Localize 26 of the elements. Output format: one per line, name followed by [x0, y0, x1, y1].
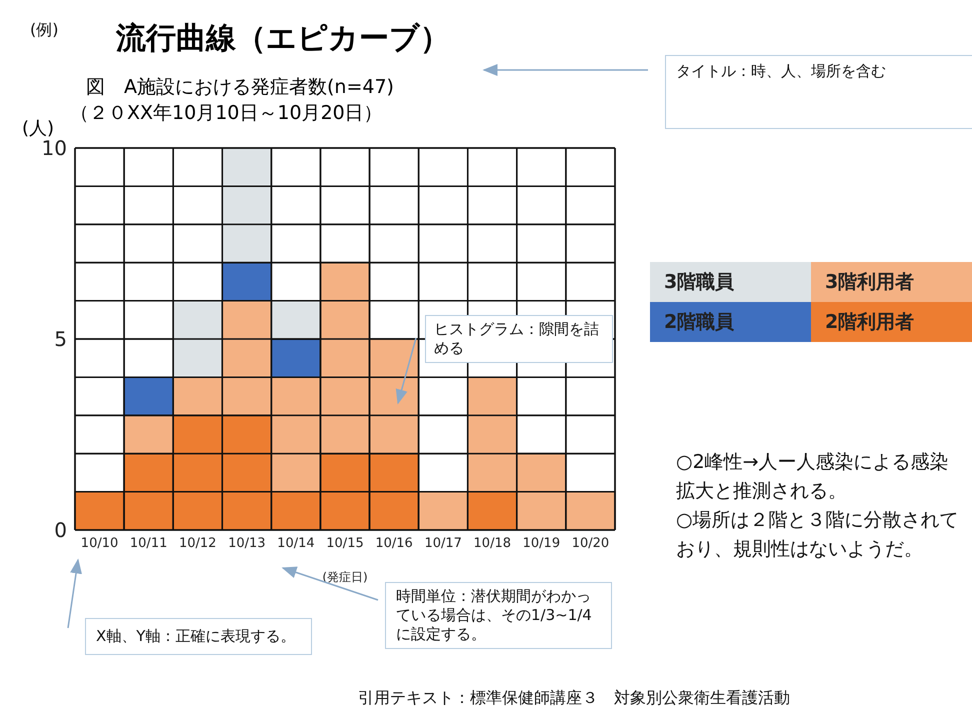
- x-tick-label: 10/14: [277, 536, 315, 552]
- x-tick-label: 10/16: [375, 536, 413, 552]
- x-tick-label: 10/19: [522, 536, 560, 552]
- x-tick-label: 10/13: [228, 536, 266, 552]
- text: 2階利用者: [811, 302, 972, 342]
- text: 3階職員: [650, 262, 811, 302]
- text: タイトル：時、人、場所を含む: [665, 55, 972, 129]
- text: 引用テキスト：標準保健師講座３ 対象別公衆衛生看護活動: [358, 688, 790, 709]
- annotation: ヒストグラム：隙間を詰める: [425, 315, 613, 363]
- text: X軸、Y軸：正確に表現する。: [85, 618, 312, 655]
- text: (例): [30, 20, 58, 41]
- text: 2階職員: [650, 302, 811, 342]
- x-tick-label: 10/12: [178, 536, 216, 552]
- y-tick-label: 0: [54, 518, 67, 542]
- x-tick-label: 10/17: [424, 536, 462, 552]
- x-tick-label: 10/11: [130, 536, 168, 552]
- x-tick-label: 10/10: [80, 536, 118, 552]
- text: 時間単位：潜伏期間がわかっている場合は、その1/3~1/4に設定する。: [385, 582, 612, 649]
- text: ○2峰性→人ー人感染による感染拡大と推測される。 ○場所は２階と３階に分散されており、規則性はないようだ。: [676, 450, 960, 562]
- chart-title: 流行曲線（エピカーブ）: [116, 20, 450, 58]
- x-tick-label: 10/15: [326, 536, 364, 552]
- x-tick-label: 10/18: [474, 536, 512, 552]
- text: 3階利用者: [811, 262, 972, 302]
- y-tick-label: 5: [54, 327, 67, 352]
- x-tick-label: 10/20: [572, 536, 610, 552]
- chart-subtitle: 図 A施設における発症者数(n=47) （２０XX年10月10日～10月20日）: [70, 75, 394, 126]
